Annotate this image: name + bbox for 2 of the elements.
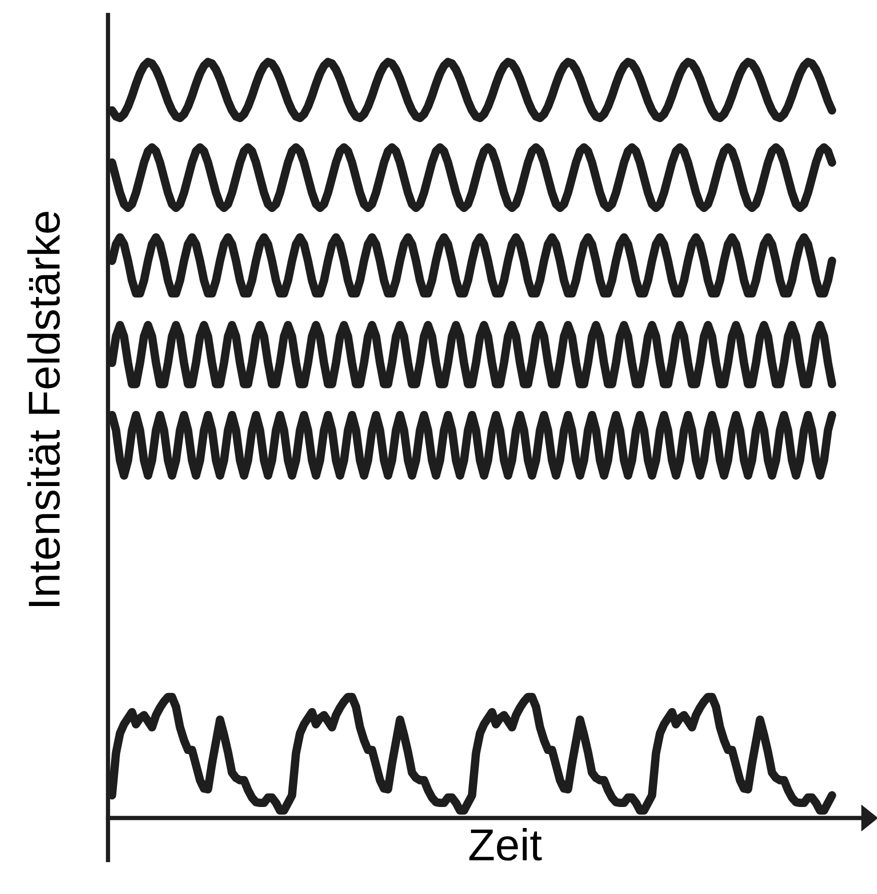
x-axis-title: Zeit (469, 828, 542, 861)
y-axis-title: Intensität Feldstärke (27, 212, 60, 606)
